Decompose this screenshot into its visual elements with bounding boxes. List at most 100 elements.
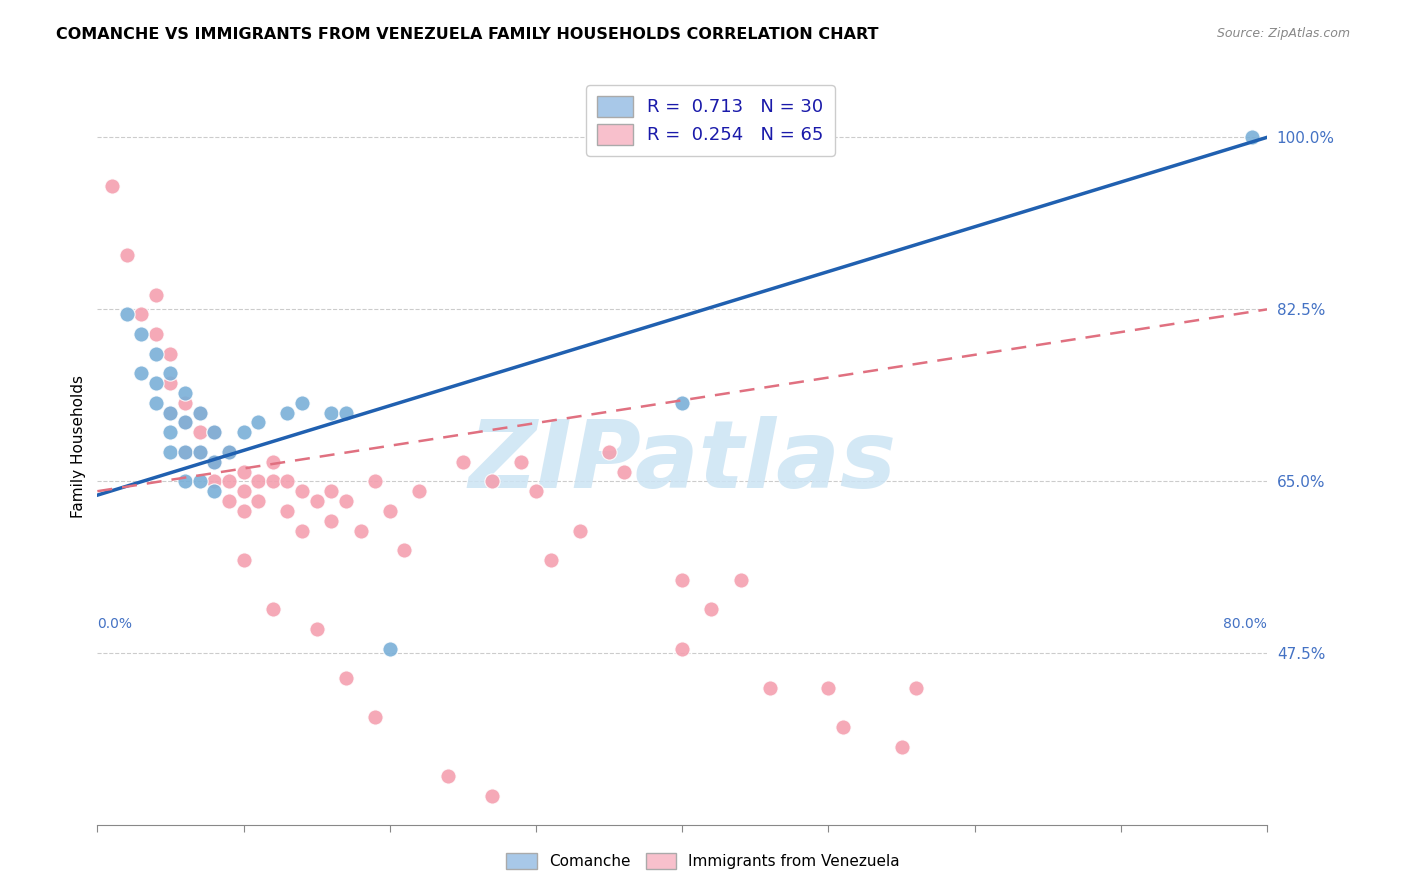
Point: [364, 710, 387, 724]
Point: [159, 425, 181, 440]
Point: [364, 475, 387, 489]
Point: [174, 445, 197, 459]
Point: [159, 445, 181, 459]
Point: [129, 307, 152, 321]
Point: [335, 671, 357, 685]
Point: [1241, 130, 1264, 145]
Point: [232, 425, 254, 440]
Point: [202, 484, 225, 499]
Point: [232, 504, 254, 518]
Text: COMANCHE VS IMMIGRANTS FROM VENEZUELA FAMILY HOUSEHOLDS CORRELATION CHART: COMANCHE VS IMMIGRANTS FROM VENEZUELA FA…: [56, 27, 879, 42]
Point: [202, 425, 225, 440]
Point: [145, 396, 167, 410]
Point: [202, 455, 225, 469]
Point: [568, 524, 591, 538]
Point: [276, 406, 298, 420]
Point: [481, 475, 503, 489]
Point: [101, 179, 124, 194]
Text: 0.0%: 0.0%: [97, 617, 132, 632]
Point: [291, 524, 314, 538]
Point: [159, 376, 181, 390]
Point: [321, 484, 343, 499]
Point: [408, 484, 430, 499]
Point: [247, 416, 270, 430]
Point: [145, 376, 167, 390]
Point: [524, 484, 547, 499]
Point: [129, 366, 152, 380]
Point: [378, 504, 401, 518]
Point: [218, 445, 240, 459]
Point: [730, 573, 752, 587]
Point: [129, 326, 152, 341]
Text: 80.0%: 80.0%: [1223, 617, 1267, 632]
Point: [613, 465, 636, 479]
Point: [262, 602, 284, 616]
Point: [232, 465, 254, 479]
Point: [218, 445, 240, 459]
Point: [174, 396, 197, 410]
Point: [202, 425, 225, 440]
Point: [218, 475, 240, 489]
Point: [378, 641, 401, 656]
Point: [349, 524, 371, 538]
Point: [145, 346, 167, 360]
Point: [188, 425, 211, 440]
Point: [159, 406, 181, 420]
Point: [202, 475, 225, 489]
Point: [232, 484, 254, 499]
Point: [510, 455, 533, 469]
Point: [115, 307, 138, 321]
Point: [188, 475, 211, 489]
Point: [437, 769, 460, 783]
Point: [174, 385, 197, 400]
Point: [700, 602, 723, 616]
Point: [262, 455, 284, 469]
Point: [188, 406, 211, 420]
Point: [276, 504, 298, 518]
Point: [115, 248, 138, 262]
Point: [188, 445, 211, 459]
Point: [671, 641, 693, 656]
Text: Source: ZipAtlas.com: Source: ZipAtlas.com: [1216, 27, 1350, 40]
Point: [671, 396, 693, 410]
Point: [145, 326, 167, 341]
Point: [335, 406, 357, 420]
Point: [174, 416, 197, 430]
Point: [394, 543, 416, 558]
Point: [540, 553, 562, 567]
Point: [174, 475, 197, 489]
Point: [159, 406, 181, 420]
Point: [321, 406, 343, 420]
Y-axis label: Family Households: Family Households: [72, 376, 86, 518]
Point: [174, 416, 197, 430]
Point: [305, 494, 328, 508]
Point: [232, 553, 254, 567]
Point: [159, 346, 181, 360]
Point: [451, 455, 474, 469]
Point: [305, 622, 328, 636]
Point: [832, 720, 855, 734]
Point: [174, 445, 197, 459]
Point: [671, 573, 693, 587]
Point: [291, 396, 314, 410]
Point: [159, 366, 181, 380]
Point: [247, 475, 270, 489]
Point: [291, 484, 314, 499]
Point: [817, 681, 839, 695]
Point: [905, 681, 928, 695]
Point: [335, 494, 357, 508]
Text: ZIPatlas: ZIPatlas: [468, 417, 896, 508]
Point: [759, 681, 782, 695]
Point: [188, 445, 211, 459]
Point: [481, 789, 503, 803]
Point: [145, 287, 167, 301]
Point: [247, 494, 270, 508]
Point: [218, 494, 240, 508]
Point: [276, 475, 298, 489]
Point: [598, 445, 620, 459]
Legend: Comanche, Immigrants from Venezuela: Comanche, Immigrants from Venezuela: [501, 847, 905, 875]
Point: [890, 739, 912, 754]
Point: [202, 455, 225, 469]
Point: [188, 406, 211, 420]
Point: [321, 514, 343, 528]
